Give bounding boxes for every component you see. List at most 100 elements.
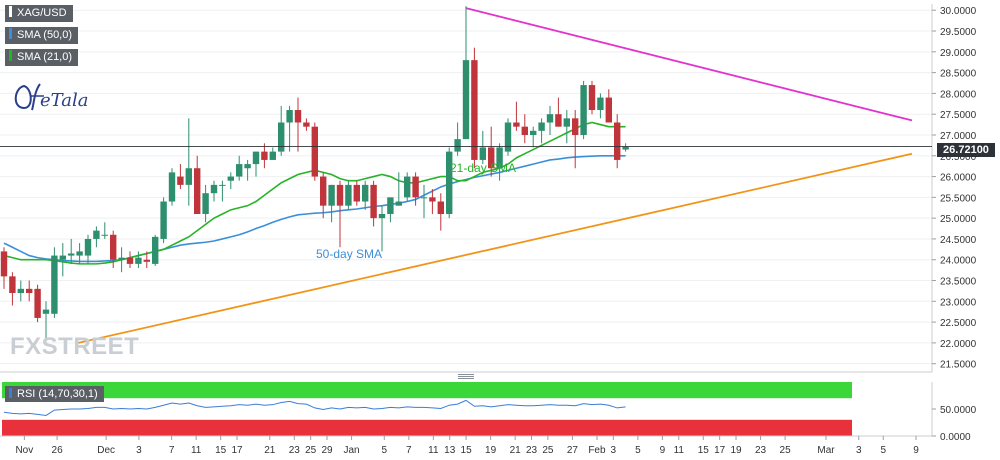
x-tick-label: 23 (289, 445, 301, 456)
candle (219, 180, 226, 202)
candle-body (143, 259, 150, 262)
candle (244, 159, 251, 181)
candle (471, 47, 478, 169)
candle-body (546, 114, 554, 123)
candle (412, 172, 419, 206)
legend-sma50[interactable]: SMA (50,0) (5, 27, 79, 44)
partner-logo-mark: eTala (14, 83, 88, 111)
candle (605, 89, 612, 123)
x-tick-label: 25 (780, 445, 792, 456)
candle-body (404, 176, 411, 198)
candle (278, 105, 285, 156)
candle-body (614, 122, 621, 160)
x-tick-label: 7 (169, 445, 175, 456)
candle (328, 184, 335, 223)
candle-body (345, 184, 352, 206)
candle-body (236, 164, 243, 177)
candle-body (269, 151, 276, 160)
candle (580, 80, 587, 140)
candle-body (84, 238, 92, 256)
y-tick-label: 29.5000 (940, 27, 977, 38)
x-tick-label: 23 (755, 445, 767, 456)
candle-body (294, 110, 302, 123)
candle-body (513, 122, 520, 127)
legend-rsi[interactable]: RSI (14,70,30,1) (5, 386, 104, 402)
x-tick-label: 5 (635, 445, 641, 456)
y-tick-label: 30.0000 (940, 6, 977, 17)
candle-body (311, 126, 318, 177)
x-tick-label: 7 (406, 445, 412, 456)
x-tick-label: 19 (485, 445, 497, 456)
y-tick-label: 25.0000 (940, 214, 977, 225)
legend-sma21-label: SMA (21,0) (17, 51, 73, 63)
candle (227, 172, 234, 190)
candle (42, 301, 50, 343)
sma21-swatch (9, 50, 12, 61)
candle-body (479, 147, 486, 160)
x-tick-label: 3 (611, 445, 617, 456)
candle-body (252, 151, 260, 165)
x-tick-label: 3 (136, 445, 142, 456)
y-tick-label: 29.0000 (940, 48, 977, 59)
rsi-oversold-zone (2, 419, 852, 436)
candle (597, 93, 604, 119)
candlesticks (0, 6, 932, 343)
candle-body (118, 257, 125, 260)
candle (0, 247, 8, 289)
candle (479, 130, 486, 165)
candle (185, 118, 192, 206)
rsi-swatch (9, 388, 12, 398)
x-tick-label: 11 (674, 445, 685, 456)
legend-rsi-label: RSI (14,70,30,1) (17, 388, 98, 400)
y-tick-label: 23.5000 (940, 277, 977, 288)
candle-body (538, 122, 545, 131)
x-tick-label: 19 (730, 445, 742, 456)
candle (76, 243, 83, 264)
candle (118, 247, 125, 273)
candle-body (110, 234, 117, 260)
candle-body (93, 230, 100, 239)
legend-sma21[interactable]: SMA (21,0) (5, 49, 79, 66)
candle-body (101, 234, 108, 236)
candle (404, 172, 411, 202)
candle-body (152, 236, 159, 264)
candle (546, 105, 554, 135)
legend-sma50-label: SMA (50,0) (17, 29, 73, 41)
candle (614, 114, 621, 169)
x-tick-label: Dec (97, 445, 115, 456)
candle (362, 180, 369, 210)
candle-body (126, 257, 134, 264)
candle (345, 180, 352, 210)
candle (563, 110, 570, 144)
y-tick-label: 23.0000 (940, 297, 977, 308)
panel-resize-handle[interactable] (458, 374, 474, 380)
candle (152, 234, 159, 266)
rsi-overbought-zone (2, 382, 852, 399)
y-tick-label: 21.5000 (940, 360, 977, 371)
candle-body (488, 147, 495, 169)
candle-body (51, 255, 58, 314)
candle (311, 122, 318, 181)
candle (160, 197, 167, 244)
candle (84, 234, 92, 264)
y-tick-label: 26.5000 (940, 152, 977, 163)
candle-body (286, 110, 293, 123)
candle (462, 6, 470, 140)
candle-body (446, 151, 453, 214)
candle (336, 180, 344, 248)
candle (236, 155, 243, 181)
partner-logo: eTala (10, 80, 102, 122)
candle-body (572, 118, 579, 135)
support-trendline (78, 152, 913, 344)
candle-body (588, 85, 596, 111)
rsi-y-tick-label: 50.0000 (940, 405, 977, 416)
candle (68, 238, 75, 264)
sma50-line (3, 154, 626, 263)
candle (252, 151, 260, 177)
legend-symbol[interactable]: XAG/USD (5, 5, 73, 22)
candle-body (362, 184, 369, 202)
y-tick-label: 27.5000 (940, 110, 977, 121)
symbol-swatch (9, 6, 12, 17)
candle (303, 118, 310, 131)
candle (294, 97, 302, 152)
